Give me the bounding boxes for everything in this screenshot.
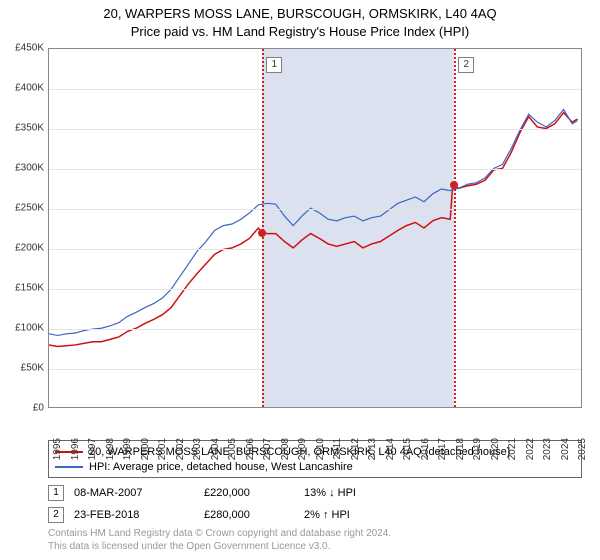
event-line	[262, 49, 264, 407]
gridline-h	[49, 129, 581, 130]
xtick-label: 2012	[350, 438, 361, 460]
xtick-label: 1996	[70, 438, 81, 460]
xtick-label: 2019	[472, 438, 483, 460]
xtick-label: 2022	[525, 438, 536, 460]
xtick-label: 2002	[175, 438, 186, 460]
event-diff: 13% ↓ HPI	[304, 487, 424, 499]
license-text: Contains HM Land Registry data © Crown c…	[48, 528, 582, 553]
series-line	[49, 109, 578, 335]
xtick-label: 2014	[385, 438, 396, 460]
legend-row: HPI: Average price, detached house, West…	[55, 459, 575, 474]
chart-plot-area: 12	[48, 48, 582, 408]
ytick-label: £250K	[15, 203, 44, 214]
event-marker-box: 1	[266, 57, 282, 73]
chart-title-line2: Price paid vs. HM Land Registry's House …	[0, 24, 600, 39]
event-marker: 1	[48, 485, 64, 501]
ytick-label: £300K	[15, 163, 44, 174]
xtick-label: 2013	[367, 438, 378, 460]
gridline-h	[49, 169, 581, 170]
xtick-label: 2017	[437, 438, 448, 460]
xtick-label: 2011	[332, 438, 343, 460]
event-marker: 2	[48, 507, 64, 523]
gridline-h	[49, 329, 581, 330]
xtick-label: 2009	[297, 438, 308, 460]
event-marker-box: 2	[458, 57, 474, 73]
gridline-h	[49, 89, 581, 90]
event-row: 2 23-FEB-2018£280,0002% ↑ HPI	[48, 504, 582, 526]
xtick-label: 2025	[577, 438, 588, 460]
event-diff: 2% ↑ HPI	[304, 509, 424, 521]
legend-label: HPI: Average price, detached house, West…	[89, 461, 353, 473]
xtick-label: 2024	[560, 438, 571, 460]
legend-swatch	[55, 466, 83, 468]
event-line	[454, 49, 456, 407]
xtick-label: 2023	[542, 438, 553, 460]
event-date: 08-MAR-2007	[74, 487, 204, 499]
license-line1: Contains HM Land Registry data © Crown c…	[48, 528, 582, 541]
gridline-h	[49, 369, 581, 370]
xtick-label: 1999	[122, 438, 133, 460]
license-line2: This data is licensed under the Open Gov…	[48, 541, 582, 554]
chart-title-line1: 20, WARPERS MOSS LANE, BURSCOUGH, ORMSKI…	[0, 6, 600, 21]
event-dot	[450, 181, 458, 189]
event-row: 1 08-MAR-2007£220,00013% ↓ HPI	[48, 482, 582, 504]
event-price: £220,000	[204, 487, 304, 499]
xtick-label: 1998	[105, 438, 116, 460]
xtick-label: 2018	[455, 438, 466, 460]
ytick-label: £200K	[15, 243, 44, 254]
xtick-label: 2015	[402, 438, 413, 460]
gridline-h	[49, 209, 581, 210]
xtick-label: 2008	[280, 438, 291, 460]
xtick-label: 2010	[315, 438, 326, 460]
gridline-h	[49, 249, 581, 250]
xtick-label: 2000	[140, 438, 151, 460]
ytick-label: £450K	[15, 43, 44, 54]
ytick-label: £0	[33, 403, 44, 414]
xtick-label: 2003	[192, 438, 203, 460]
xtick-label: 1995	[52, 438, 63, 460]
xtick-label: 2021	[507, 438, 518, 460]
ytick-label: £100K	[15, 323, 44, 334]
ytick-label: £350K	[15, 123, 44, 134]
xtick-label: 2006	[245, 438, 256, 460]
xtick-label: 2001	[157, 438, 168, 460]
xtick-label: 2004	[210, 438, 221, 460]
event-dot	[258, 229, 266, 237]
event-price: £280,000	[204, 509, 304, 521]
events-table: 1 08-MAR-2007£220,00013% ↓ HPI 2 23-FEB-201…	[48, 482, 582, 526]
chart-svg	[49, 49, 581, 407]
xtick-label: 2007	[262, 438, 273, 460]
xtick-label: 2005	[227, 438, 238, 460]
ytick-label: £50K	[21, 363, 44, 374]
series-line	[49, 113, 578, 347]
xtick-label: 1997	[87, 438, 98, 460]
xtick-label: 2020	[490, 438, 501, 460]
ytick-label: £150K	[15, 283, 44, 294]
gridline-h	[49, 289, 581, 290]
ytick-label: £400K	[15, 83, 44, 94]
xtick-label: 2016	[420, 438, 431, 460]
event-date: 23-FEB-2018	[74, 509, 204, 521]
